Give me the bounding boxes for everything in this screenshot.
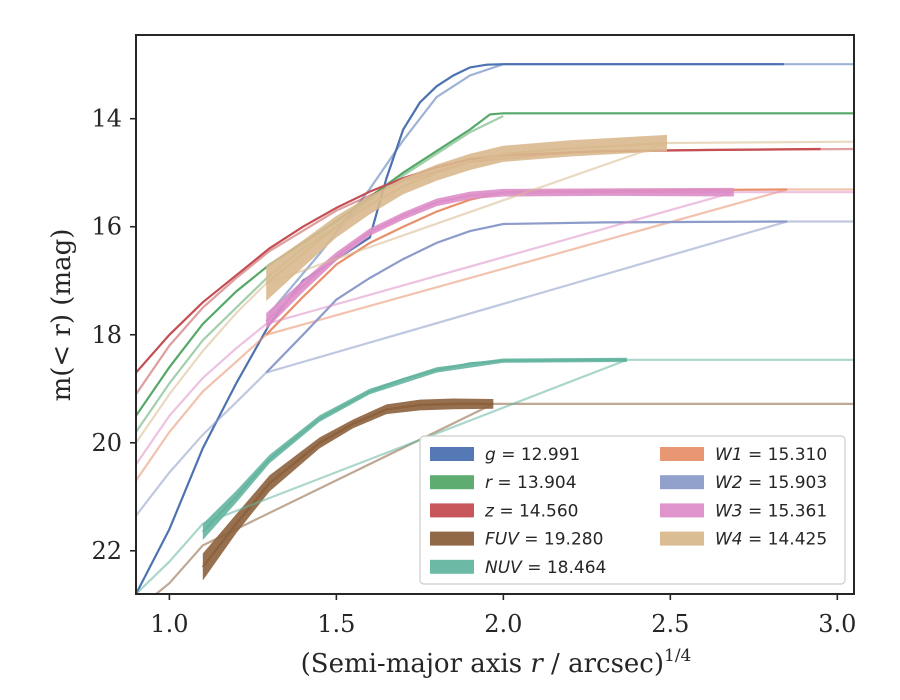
- legend-swatch-W1: [660, 447, 704, 461]
- legend-swatch-W2: [660, 475, 704, 490]
- legend-label-z: z = 14.560: [484, 501, 578, 521]
- series-W2-line: [265, 220, 788, 374]
- series-W4-line: [265, 141, 668, 285]
- x-tick-label: 2.0: [484, 610, 522, 638]
- legend-swatch-g: [430, 447, 474, 461]
- series-FUV-line: [201, 402, 494, 568]
- series-W3-band: [266, 187, 734, 330]
- legend-swatch-FUV: [430, 531, 474, 546]
- series-NUV-line: [202, 358, 627, 533]
- legend-label-NUV: NUV = 18.464: [485, 558, 606, 578]
- x-axis-label: (Semi-major axis r / arcsec)1/4: [301, 646, 692, 679]
- legend-swatch-z: [430, 503, 474, 518]
- y-tick-label: 22: [91, 537, 122, 565]
- y-tick-label: 20: [91, 429, 122, 457]
- legend-label-g: g = 12.991: [485, 445, 580, 465]
- legend-swatch-W4: [660, 531, 704, 546]
- series-W3-line: [265, 191, 734, 323]
- legend-swatch-NUV: [430, 559, 474, 574]
- legend-swatch-W3: [660, 503, 704, 518]
- legend: g = 12.991 r = 13.904 z = 14.560 FUV = 19.2…: [419, 435, 846, 585]
- plot-frame: [135, 34, 855, 595]
- series-NUV-extrapolation: [136, 358, 854, 594]
- x-tick-label: 1.0: [150, 610, 188, 638]
- x-tick-label: 3.0: [818, 610, 856, 638]
- series-FUV-band: [202, 398, 494, 581]
- x-tick-label: 1.5: [317, 610, 355, 638]
- series-W4-band: [266, 134, 667, 301]
- series-W4-extrapolation: [136, 140, 854, 444]
- legend-label-W2: W2 = 15.903: [715, 473, 827, 493]
- legend-label-W4: W4 = 14.425: [715, 530, 827, 550]
- legend-frame: [419, 435, 846, 585]
- legend-label-r: r = 13.904: [485, 473, 577, 493]
- axes: 1.0 1.5 2.0 2.5 3.0 14 16 18 20 22: [91, 34, 856, 638]
- legend-swatch-r: [430, 475, 474, 490]
- y-tick-label: 14: [91, 105, 122, 133]
- legend-label-W1: W1 = 15.310: [715, 445, 827, 465]
- y-tick-label: 18: [91, 321, 122, 349]
- series-g-line: [136, 63, 784, 594]
- x-tick-label: 2.5: [651, 610, 689, 638]
- legend-label-W3: W3 = 15.361: [715, 501, 827, 521]
- series-FUV-extrapolation: [154, 402, 854, 594]
- y-tick-label: 16: [91, 213, 122, 241]
- y-axis-label: m(< r) (mag): [47, 229, 77, 402]
- series-z-line: [136, 147, 821, 374]
- legend-label-FUV: FUV = 19.280: [485, 530, 603, 550]
- plot-area: [136, 63, 854, 594]
